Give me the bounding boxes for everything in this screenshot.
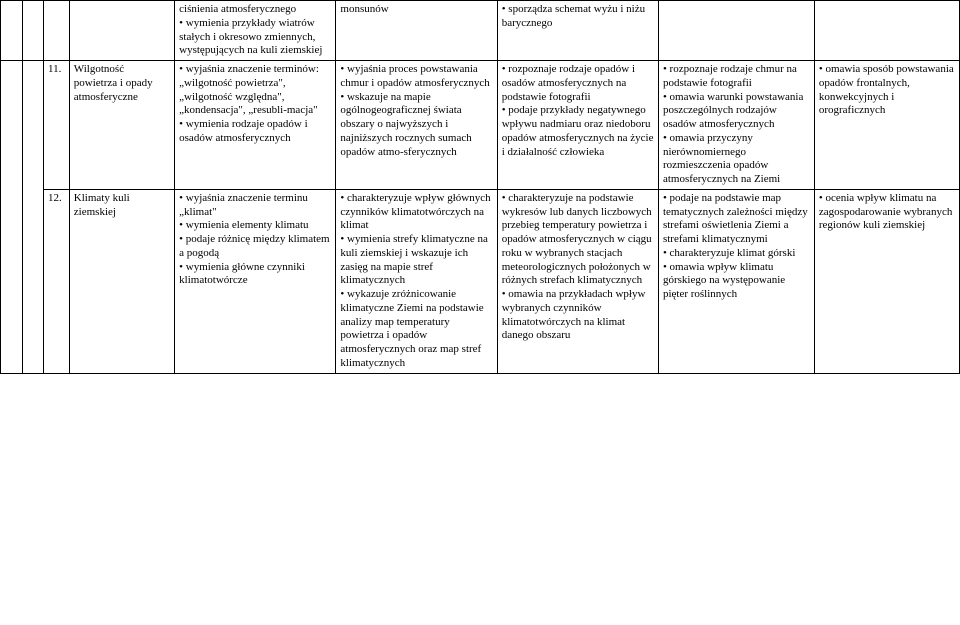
cell-content [814,1,959,61]
cell-content [658,1,814,61]
cell-content: • rozpoznaje rodzaje opadów i osadów atm… [497,61,658,190]
cell-content: • charakteryzuje na podstawie wykresów l… [497,189,658,373]
cell-blank [44,1,70,61]
cell-content: • wyjaśnia proces powstawania chmur i op… [336,61,497,190]
cell-blank [69,1,174,61]
cell-blank [22,1,44,61]
cell-blank [1,61,23,374]
table-row: 12. Klimaty kuli ziemskiej • wyjaśnia zn… [1,189,960,373]
table-row: 11. Wilgotność powietrza i opady atmosfe… [1,61,960,190]
cell-content: • omawia sposób powstawania opadów front… [814,61,959,190]
cell-content: • charakteryzuje wpływ głównych czynnikó… [336,189,497,373]
cell-content: • podaje na podstawie map tematycznych z… [658,189,814,373]
table-row: ciśnienia atmosferycznego• wymienia przy… [1,1,960,61]
cell-blank [22,61,44,374]
cell-content: • wyjaśnia znaczenie terminów: „wilgotno… [175,61,336,190]
cell-blank [1,1,23,61]
cell-content: ciśnienia atmosferycznego• wymienia przy… [175,1,336,61]
curriculum-table: ciśnienia atmosferycznego• wymienia przy… [0,0,960,374]
cell-num: 12. [44,189,70,373]
cell-content: • sporządza schemat wyżu i niżu baryczne… [497,1,658,61]
cell-content: • wyjaśnia znaczenie terminu „klimat"• w… [175,189,336,373]
cell-content: monsunów [336,1,497,61]
cell-content: • ocenia wpływ klimatu na zagospodarowan… [814,189,959,373]
cell-num: 11. [44,61,70,190]
cell-content: • rozpoznaje rodzaje chmur na podstawie … [658,61,814,190]
cell-topic: Klimaty kuli ziemskiej [69,189,174,373]
cell-topic: Wilgotność powietrza i opady atmosferycz… [69,61,174,190]
